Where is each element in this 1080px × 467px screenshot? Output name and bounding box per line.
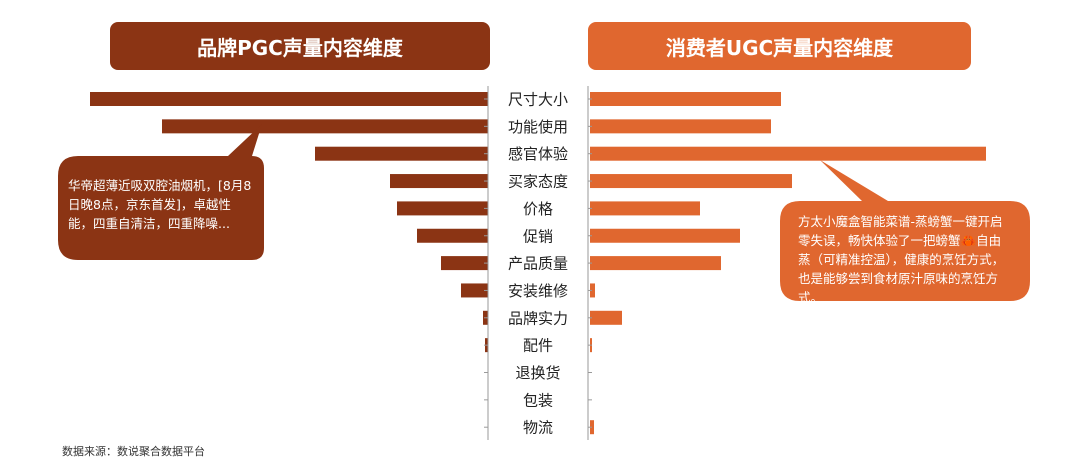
ugc-bar bbox=[590, 92, 781, 106]
pgc-bar bbox=[390, 174, 488, 189]
ugc-bar bbox=[590, 119, 771, 134]
category-label: 包装 bbox=[523, 391, 553, 409]
category-label: 产品质量 bbox=[508, 255, 568, 273]
ugc-bar bbox=[590, 146, 986, 161]
pgc-bar bbox=[90, 92, 488, 106]
header-pgc: 品牌PGC声量内容维度 bbox=[110, 22, 490, 70]
axis-ticks bbox=[484, 86, 592, 440]
category-labels: 尺寸大小功能使用感官体验买家态度价格促销产品质量安装维修品牌实力配件退换货包装物… bbox=[508, 91, 568, 437]
category-label: 尺寸大小 bbox=[508, 91, 568, 109]
callout-pgc-bubble bbox=[58, 124, 264, 260]
category-label: 品牌实力 bbox=[508, 309, 568, 327]
header-ugc-label: 消费者UGC声量内容维度 bbox=[665, 35, 894, 60]
pgc-bar bbox=[315, 146, 488, 161]
category-label: 价格 bbox=[523, 200, 553, 218]
data-source-note: 数据来源：数说聚合数据平台 bbox=[62, 445, 205, 458]
ugc-bar bbox=[590, 256, 721, 271]
category-label: 感官体验 bbox=[508, 145, 568, 163]
category-label: 功能使用 bbox=[508, 118, 568, 136]
ugc-bars bbox=[590, 92, 986, 435]
ugc-bar bbox=[590, 228, 740, 243]
ugc-bar bbox=[590, 283, 595, 298]
ugc-bar bbox=[590, 201, 700, 216]
callout-ugc-text: 方太小魔盒智能菜谱-蒸螃蟹一键开启零失误，畅快体验了一把螃蟹🦀自由蒸（可精准控温… bbox=[798, 214, 1005, 305]
category-label: 买家态度 bbox=[508, 173, 568, 191]
pgc-bar bbox=[162, 119, 488, 134]
callout-pgc-text: 华帝超薄近吸双腔油烟机，[8月8日晚8点，京东首发]，卓越性能，四重自清洁，四重… bbox=[68, 178, 252, 231]
category-label: 促销 bbox=[523, 227, 553, 245]
category-label: 安装维修 bbox=[508, 282, 568, 300]
callout-ugc-bubble bbox=[780, 160, 1030, 301]
pgc-bar bbox=[397, 201, 488, 216]
category-label: 退换货 bbox=[515, 364, 560, 382]
category-label: 配件 bbox=[523, 337, 553, 355]
pgc-bar bbox=[417, 228, 488, 243]
header-pgc-label: 品牌PGC声量内容维度 bbox=[197, 35, 403, 60]
ugc-bar bbox=[590, 174, 792, 189]
pgc-bars bbox=[90, 92, 488, 353]
pgc-bar bbox=[461, 283, 488, 298]
header-ugc: 消费者UGC声量内容维度 bbox=[588, 22, 971, 70]
ugc-bar bbox=[590, 310, 622, 325]
pgc-bar bbox=[441, 256, 488, 271]
category-label: 物流 bbox=[523, 419, 553, 437]
